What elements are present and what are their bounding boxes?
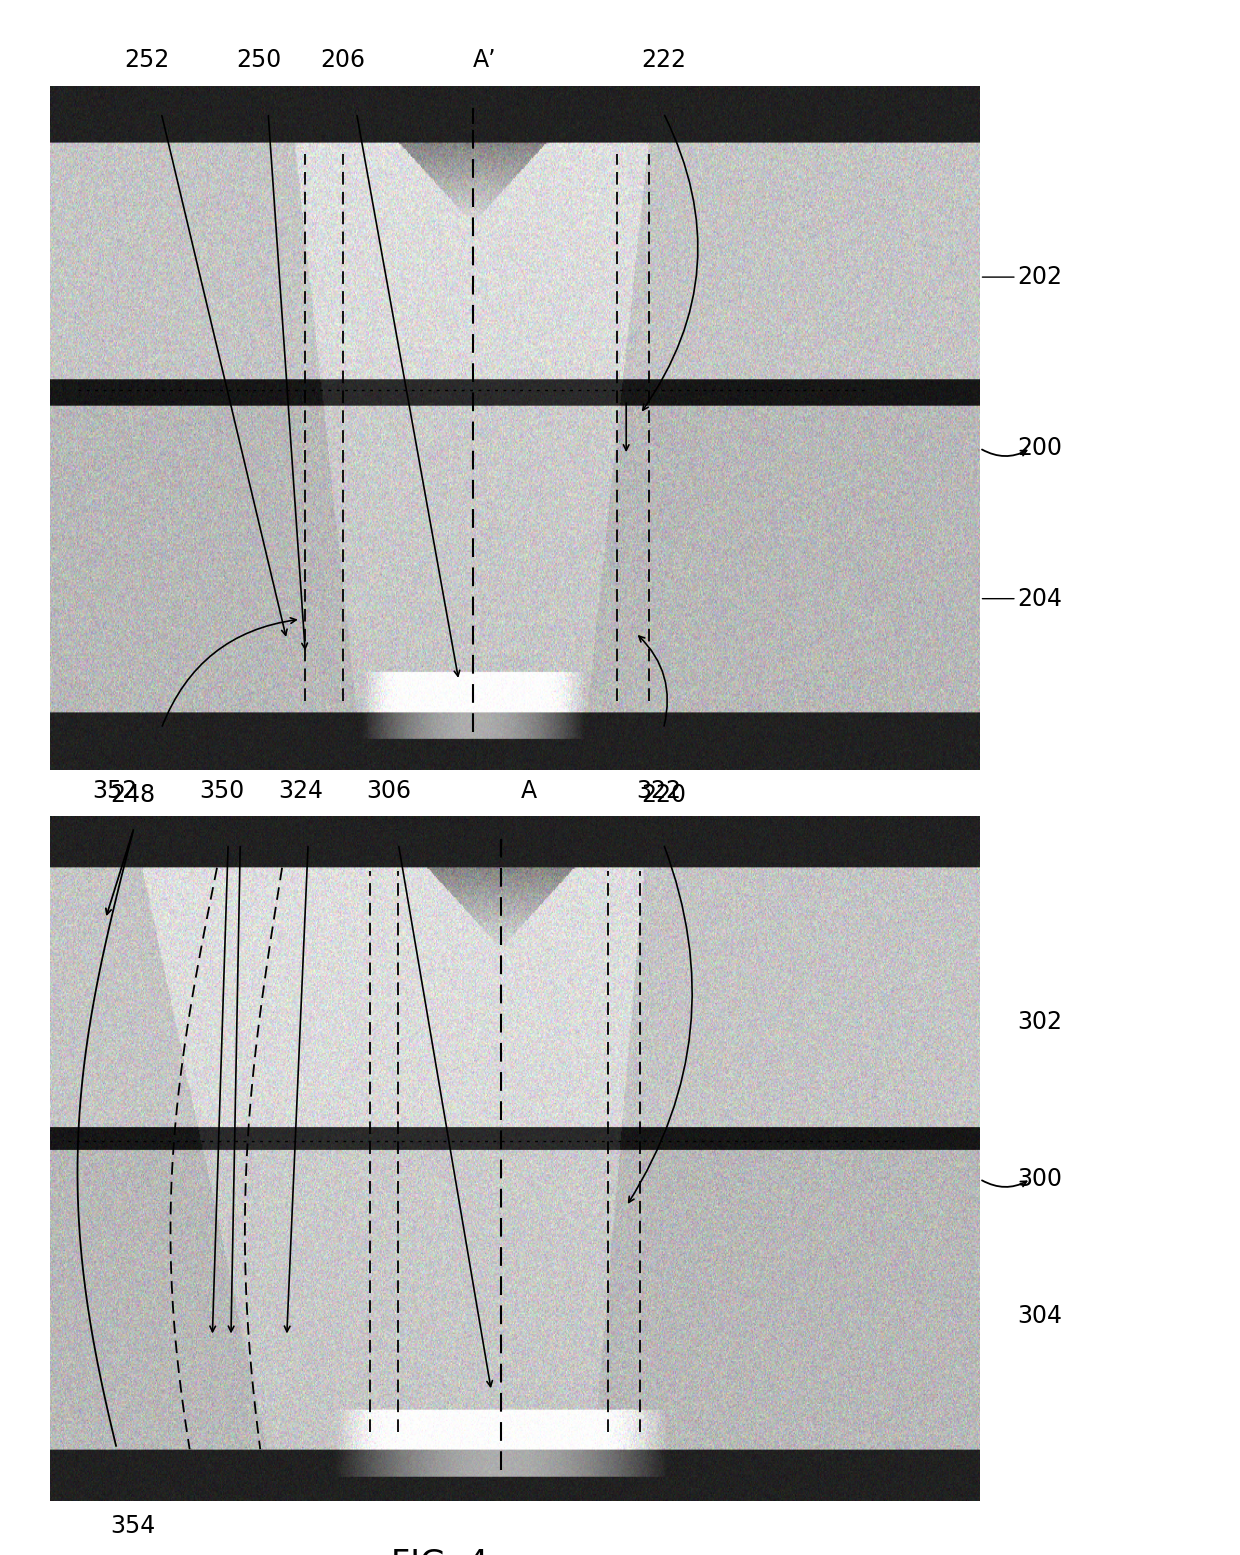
Text: 204: 204 [1017, 586, 1061, 611]
Text: 200: 200 [1017, 435, 1061, 460]
Text: FIG. 4: FIG. 4 [392, 1549, 489, 1555]
Text: 350: 350 [200, 779, 244, 802]
Text: 202: 202 [1017, 264, 1061, 289]
Text: 324: 324 [278, 779, 324, 802]
Text: 248: 248 [110, 784, 156, 807]
Text: 250: 250 [237, 48, 281, 72]
Text: 300: 300 [1017, 1166, 1061, 1191]
Text: 306: 306 [367, 779, 412, 802]
Text: 206: 206 [320, 48, 365, 72]
Text: A: A [521, 779, 537, 802]
Text: 220: 220 [641, 784, 686, 807]
Text: 354: 354 [110, 1515, 156, 1538]
Text: A’: A’ [472, 48, 497, 72]
Text: 222: 222 [641, 48, 686, 72]
Text: 304: 304 [1017, 1303, 1061, 1328]
Text: FIG. 3: FIG. 3 [392, 818, 489, 851]
Text: 302: 302 [1017, 1009, 1061, 1034]
Text: 322: 322 [636, 779, 681, 802]
Text: 352: 352 [92, 779, 138, 802]
Text: 252: 252 [125, 48, 170, 72]
